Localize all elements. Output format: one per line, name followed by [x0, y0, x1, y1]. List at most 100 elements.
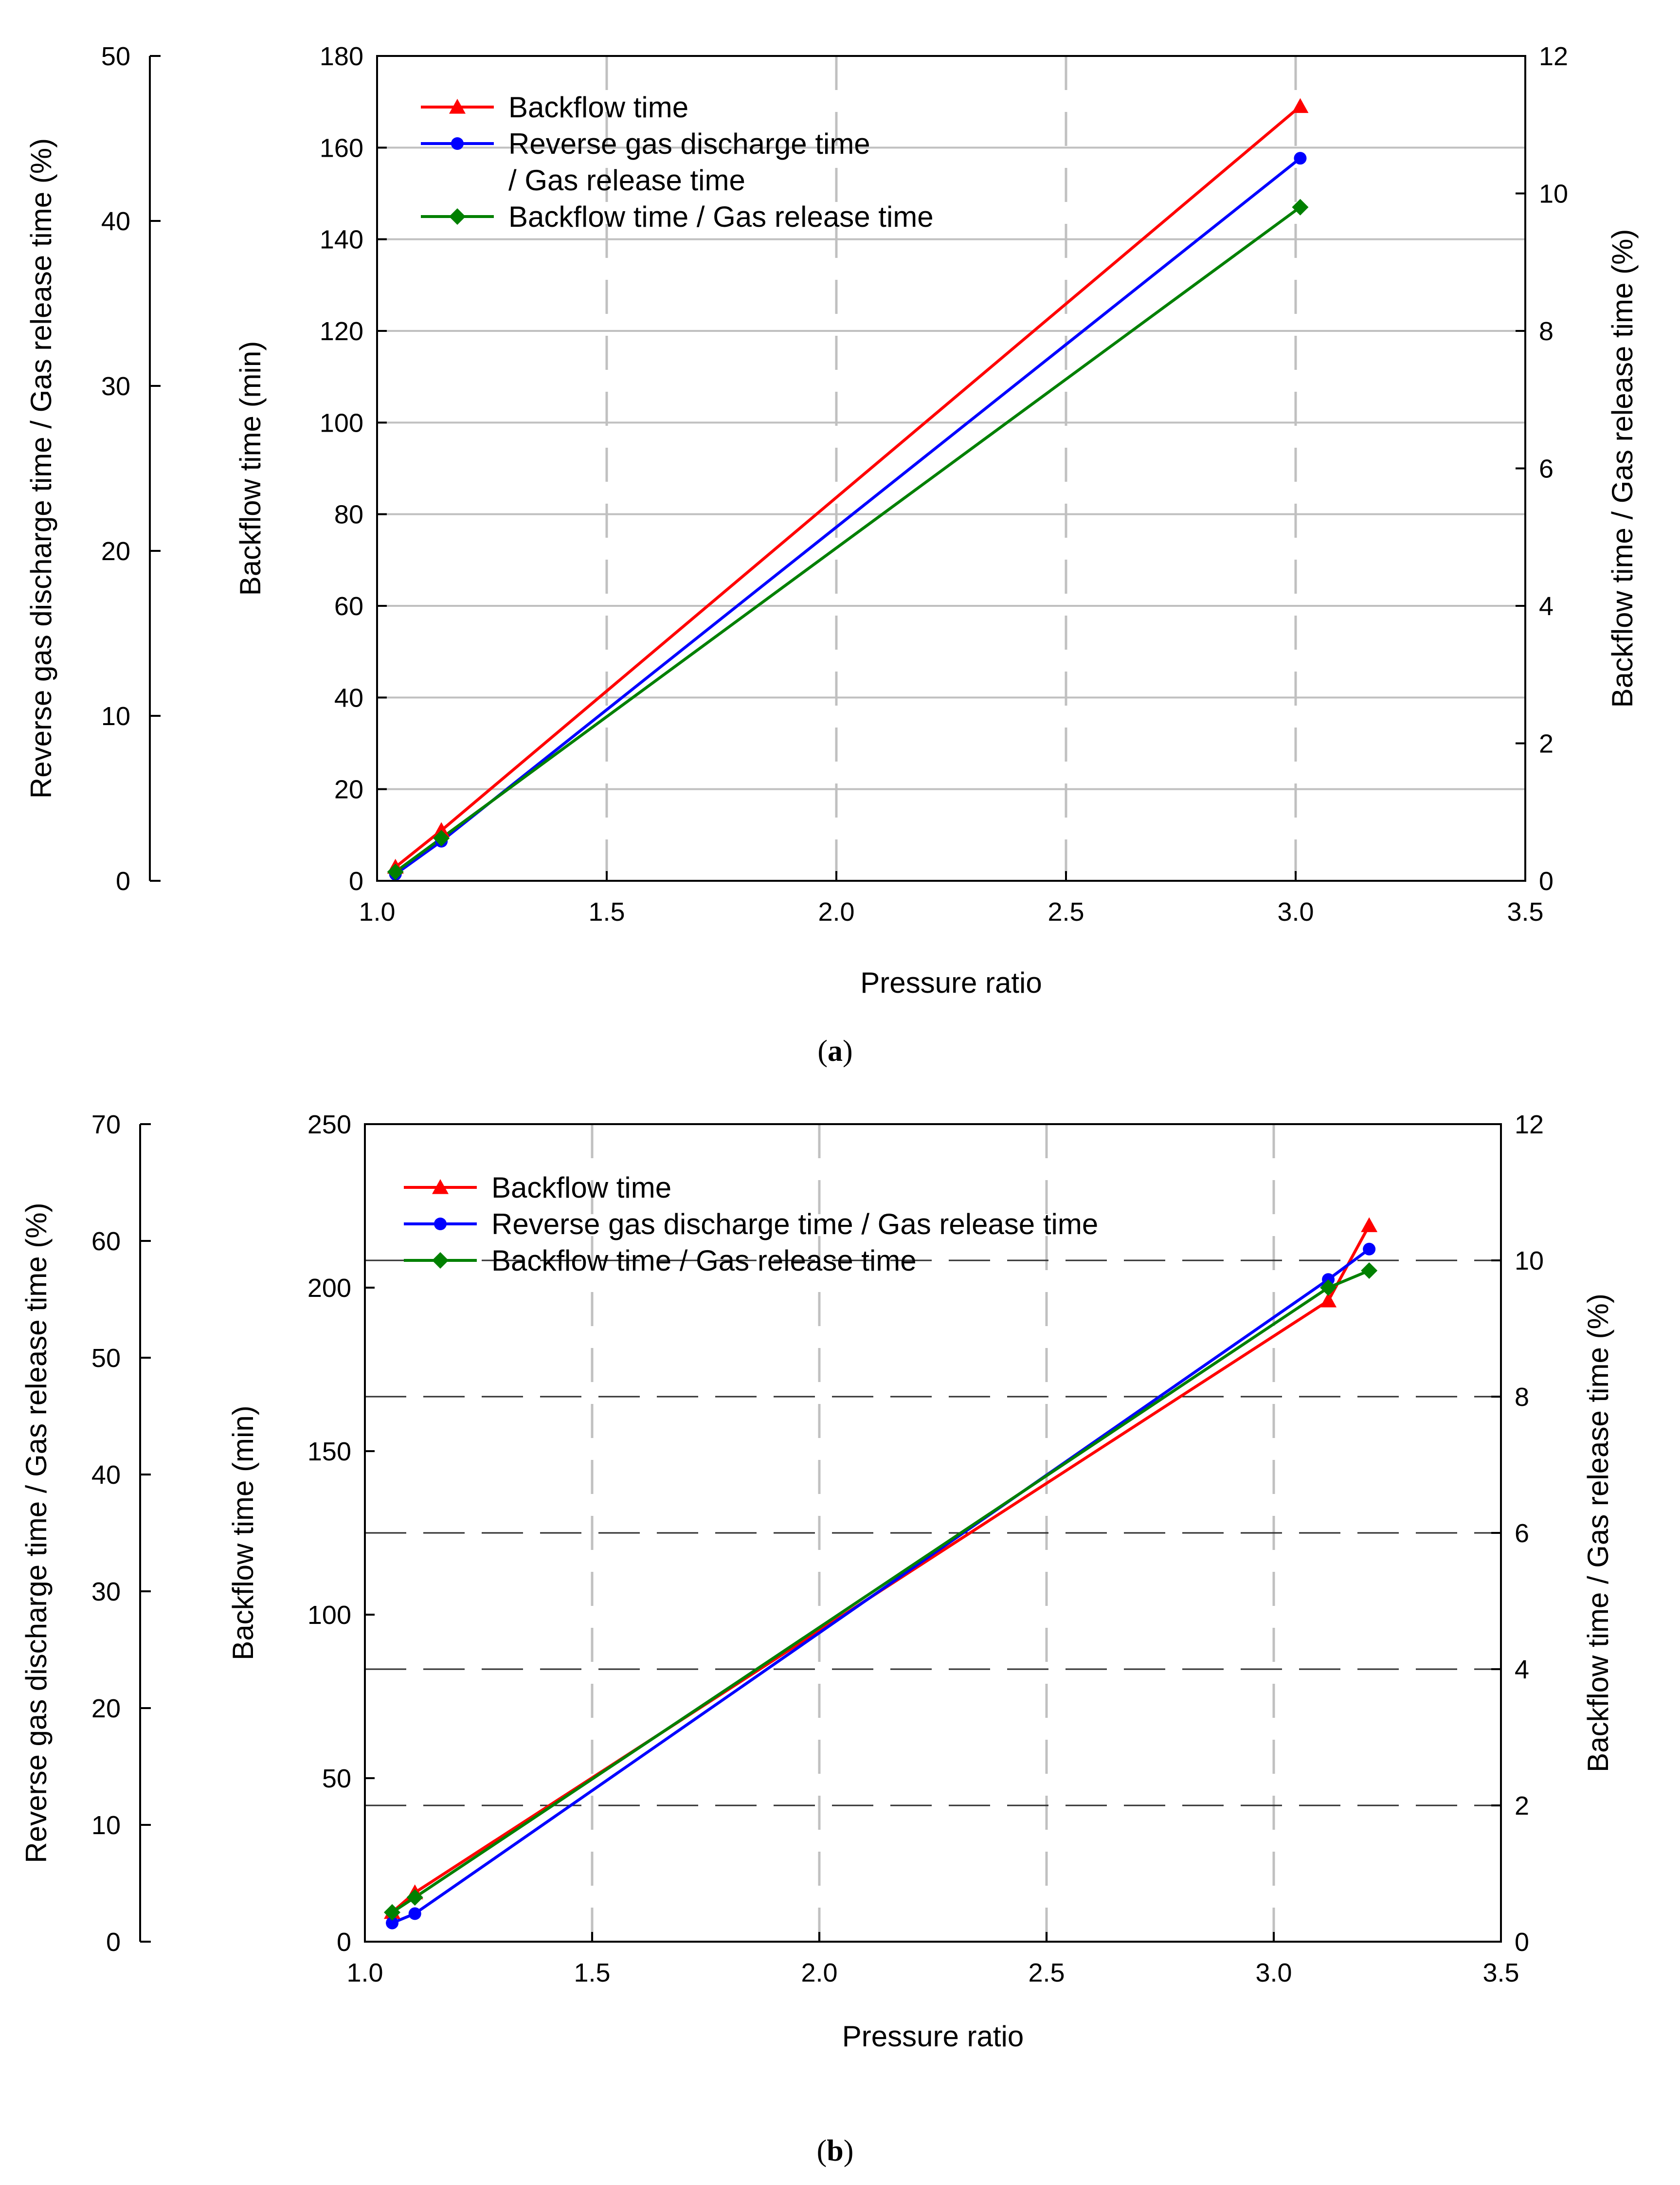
far-left-tick-label: 10 — [91, 1811, 121, 1840]
right-tick-label: 2 — [1539, 729, 1554, 759]
right-tick-label: 8 — [1515, 1383, 1529, 1412]
right-axis-ticks: 0 2 4 6 8 10 12 — [1491, 1110, 1544, 1957]
legend-swatch-marker — [432, 1179, 449, 1194]
legend-label: Reverse gas discharge time / Gas release… — [491, 1208, 1098, 1240]
right-axis-label: Backflow time / Gas release time (%) — [1582, 1293, 1614, 1772]
x-axis-label: Pressure ratio — [842, 2020, 1024, 2053]
data-point — [1292, 199, 1309, 216]
x-tick-label: 2.5 — [1048, 897, 1084, 927]
data-point — [1292, 98, 1309, 113]
far-left-tick-label: 50 — [91, 1344, 121, 1373]
legend-swatch-marker — [449, 208, 466, 225]
right-axis-ticks: 0 2 4 6 8 10 12 — [1516, 42, 1568, 896]
y-tick-label: 80 — [334, 500, 363, 529]
data-point — [433, 830, 450, 847]
series-line — [391, 1224, 1371, 1913]
y-tick-label: 0 — [349, 867, 363, 896]
y-axis-label: Backflow time (min) — [234, 341, 267, 596]
series-line — [395, 206, 1301, 874]
x-axis-ticks: 1.0 1.5 2.0 2.5 3.0 3.5 — [346, 1932, 1519, 1987]
far-left-axis: 0 10 20 30 40 50 — [101, 42, 161, 896]
right-tick-label: 6 — [1515, 1519, 1529, 1548]
y-tick-label: 140 — [320, 225, 363, 255]
data-point — [386, 1916, 399, 1930]
far-left-tick-label: 20 — [91, 1694, 121, 1723]
x-tick-label: 1.5 — [574, 1958, 610, 1987]
x-axis-label: Pressure ratio — [860, 966, 1042, 999]
series-line — [391, 1269, 1370, 1914]
far-left-tick-label: 0 — [106, 1928, 121, 1957]
data-point — [384, 1904, 401, 1921]
caption-letter: a — [828, 1035, 843, 1068]
markers — [387, 98, 1309, 881]
legend-swatch-marker — [449, 99, 466, 114]
y-tick-label: 180 — [320, 42, 363, 71]
right-tick-label: 4 — [1539, 592, 1554, 621]
x-tick-label: 1.5 — [588, 897, 625, 927]
y-tick-label: 150 — [307, 1437, 351, 1466]
far-left-tick-label: 70 — [91, 1110, 121, 1139]
right-tick-label: 10 — [1515, 1246, 1544, 1275]
right-tick-label: 12 — [1539, 42, 1568, 71]
series-line — [395, 157, 1301, 875]
data-point — [1361, 1262, 1378, 1279]
x-axis-ticks: 1.0 1.5 2.0 2.5 3.0 3.5 — [359, 871, 1544, 927]
data-point — [1294, 152, 1307, 165]
x-tick-label: 1.0 — [346, 1958, 383, 1987]
series-line — [391, 1248, 1370, 1925]
grid — [377, 56, 1525, 881]
right-tick-label: 0 — [1515, 1928, 1529, 1957]
y-tick-label: 250 — [307, 1110, 351, 1139]
x-tick-label: 3.5 — [1482, 1958, 1519, 1987]
far-left-tick-label: 0 — [116, 867, 130, 896]
legend: Backflow time Reverse gas discharge time … — [404, 1171, 1098, 1277]
legend-label: Backflow time / Gas release time — [491, 1244, 917, 1277]
far-left-tick-label: 30 — [91, 1577, 121, 1606]
caption: (a) — [817, 1035, 852, 1068]
legend-label: Reverse gas discharge time — [508, 127, 870, 160]
right-tick-label: 10 — [1539, 180, 1568, 209]
legend-label: Backflow time — [508, 91, 688, 124]
far-left-axis: 0 10 20 30 40 50 60 70 — [91, 1110, 151, 1957]
right-tick-label: 8 — [1539, 317, 1554, 346]
right-axis-label: Backflow time / Gas release time (%) — [1606, 229, 1639, 708]
far-left-tick-label: 60 — [91, 1227, 121, 1256]
y-tick-label: 60 — [334, 592, 363, 621]
y-axis-ticks: 0 20 40 60 80 100 120 140 160 180 — [320, 42, 387, 896]
far-left-axis-label: Reverse gas discharge time / Gas release… — [25, 138, 57, 799]
right-tick-label: 6 — [1539, 455, 1554, 484]
right-tick-label: 4 — [1515, 1655, 1529, 1684]
far-left-tick-label: 10 — [101, 702, 130, 731]
y-tick-label: 20 — [334, 775, 363, 804]
data-point — [1320, 1279, 1337, 1296]
x-tick-label: 2.0 — [801, 1958, 837, 1987]
legend-label: Backflow time / Gas release time — [508, 200, 934, 233]
y-tick-label: 0 — [337, 1928, 351, 1957]
x-tick-label: 1.0 — [359, 897, 395, 927]
right-tick-label: 0 — [1539, 867, 1554, 896]
y-tick-label: 50 — [322, 1764, 351, 1793]
y-tick-label: 200 — [307, 1274, 351, 1303]
far-left-axis-label: Reverse gas discharge time / Gas release… — [20, 1202, 53, 1863]
right-tick-label: 2 — [1515, 1791, 1529, 1821]
data-point — [1363, 1242, 1376, 1256]
legend-swatch-marker — [432, 1252, 449, 1269]
x-tick-label: 3.0 — [1255, 1958, 1292, 1987]
series-lines — [391, 1224, 1371, 1925]
legend-swatch-marker — [451, 137, 464, 150]
right-tick-label: 12 — [1515, 1110, 1544, 1139]
legend-label: / Gas release time — [508, 164, 745, 197]
far-left-tick-label: 40 — [101, 207, 130, 236]
legend-swatch-marker — [434, 1218, 447, 1230]
x-tick-label: 3.0 — [1277, 897, 1314, 927]
y-tick-label: 120 — [320, 317, 363, 346]
legend-label: Backflow time — [491, 1171, 671, 1204]
markers — [384, 1217, 1378, 1930]
data-point — [406, 1889, 423, 1906]
far-left-tick-label: 30 — [101, 372, 130, 401]
y-tick-label: 100 — [320, 408, 363, 437]
